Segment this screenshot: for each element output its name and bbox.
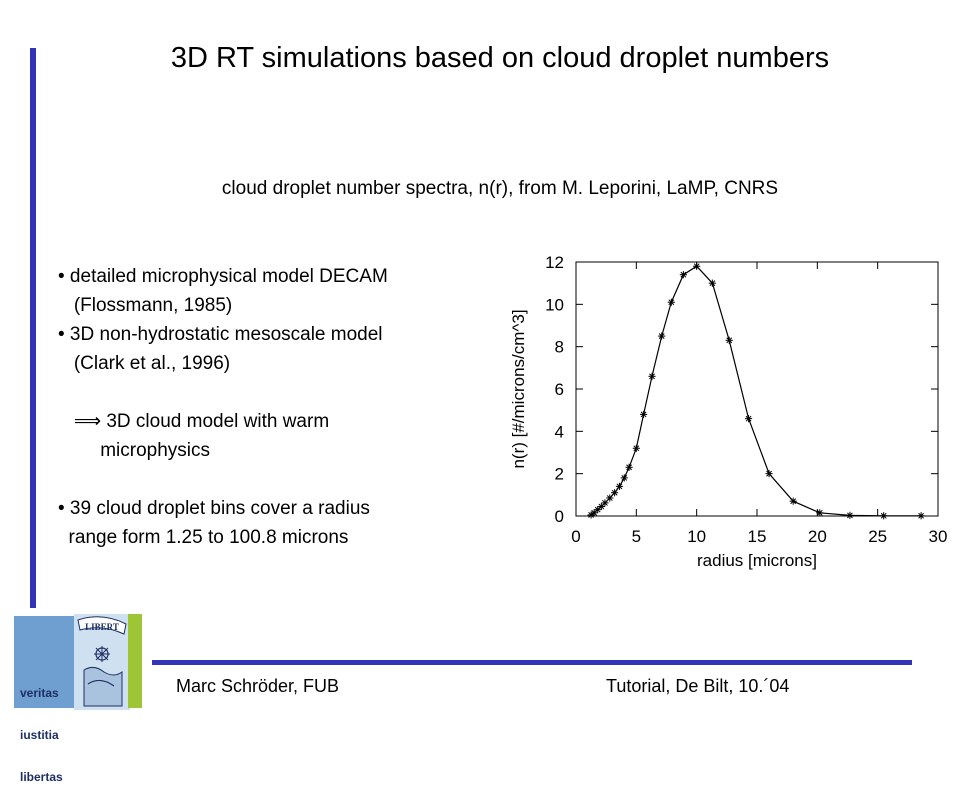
y-tick-label: 2: [555, 465, 564, 484]
data-point: [725, 336, 733, 344]
page-title: 3D RT simulations based on cloud droplet…: [170, 42, 830, 74]
footer-author: Marc Schröder, FUB: [176, 676, 340, 696]
motto-line: libertas: [20, 770, 63, 784]
data-point: [601, 499, 609, 507]
motto-line: veritas: [20, 686, 59, 700]
data-point: [880, 512, 888, 520]
x-tick-label: 0: [571, 527, 580, 546]
bullet-line: (Clark et al., 1996): [58, 353, 231, 374]
data-point: [606, 494, 614, 502]
bullet-line: • 3D non-hydrostatic mesoscale model: [58, 324, 383, 345]
data-point: [846, 511, 854, 519]
data-point: [816, 509, 824, 517]
university-seal-icon: LIBERT: [74, 614, 130, 710]
bullet-list: • detailed microphysical model DECAM (Fl…: [58, 262, 498, 552]
left-accent-bar: [30, 48, 36, 608]
y-tick-label: 8: [555, 338, 564, 357]
data-point: [679, 271, 687, 279]
y-tick-label: 0: [555, 507, 564, 526]
data-point: [744, 415, 753, 423]
data-point: [789, 497, 797, 505]
tick-labels: 0 5 10 15 20 25 30 0 2 4 6 8 10 12: [545, 253, 947, 546]
x-tick-label: 20: [808, 527, 827, 546]
x-tick-label: 15: [748, 527, 767, 546]
bullet-line: [58, 378, 498, 407]
data-point: [708, 279, 716, 287]
droplet-spectrum-chart: 0 5 10 15 20 25 30 0 2 4 6 8 10 12 radius [microns] n…: [504, 252, 950, 578]
data-point: [658, 332, 666, 340]
data-point: [615, 482, 624, 490]
data-point: [625, 463, 633, 471]
footer-divider: [152, 660, 912, 665]
svg-text:LIBERT: LIBERT: [85, 622, 119, 632]
data-point: [917, 512, 925, 520]
x-tick-label: 25: [868, 527, 887, 546]
bullet-line: range form 1.25 to 100.8 microns: [58, 527, 349, 548]
series-markers: [587, 262, 925, 520]
y-tick-label: 10: [545, 295, 564, 314]
data-point: [639, 410, 648, 418]
chart-canvas: 0 5 10 15 20 25 30 0 2 4 6 8 10 12 radius [microns] n…: [509, 253, 947, 570]
bullet-line: ⟹ 3D cloud model with warm: [58, 411, 330, 432]
bullet-line: • detailed microphysical model DECAM: [58, 266, 388, 287]
bullet-line: (Flossmann, 1985): [58, 295, 233, 316]
logo-green-stripe: [128, 614, 142, 708]
bullet-line: [58, 465, 498, 494]
data-point: [648, 372, 656, 380]
chart-caption: cloud droplet number spectra, n(r), from…: [221, 178, 779, 199]
motto-line: iustitia: [20, 728, 59, 742]
logo-motto: veritas iustitia libertas: [20, 658, 63, 798]
y-axis-label: n(r) [#/microns/cm^3]: [509, 309, 528, 468]
footer-event: Tutorial, De Bilt, 10.´04: [606, 676, 790, 696]
data-point: [632, 444, 640, 452]
y-tick-label: 4: [555, 422, 564, 441]
data-point: [667, 298, 675, 306]
bullet-line: • 39 cloud droplet bins cover a radius: [58, 498, 370, 519]
y-tick-label: 6: [555, 380, 564, 399]
data-point: [611, 489, 619, 497]
x-axis-label: radius [microns]: [697, 551, 817, 570]
series-line: [590, 265, 922, 517]
university-logo-panel: [14, 616, 74, 708]
data-point: [590, 509, 598, 517]
data-point: [620, 474, 628, 482]
bullet-line: microphysics: [58, 440, 211, 461]
x-tick-label: 30: [929, 527, 948, 546]
x-tick-label: 5: [632, 527, 641, 546]
data-point: [765, 470, 773, 478]
axis-ticks: [575, 261, 939, 517]
y-tick-label: 12: [545, 253, 564, 272]
data-point: [693, 262, 701, 270]
data-point: [597, 502, 605, 511]
x-tick-label: 10: [687, 527, 706, 546]
plot-frame: [575, 261, 939, 517]
